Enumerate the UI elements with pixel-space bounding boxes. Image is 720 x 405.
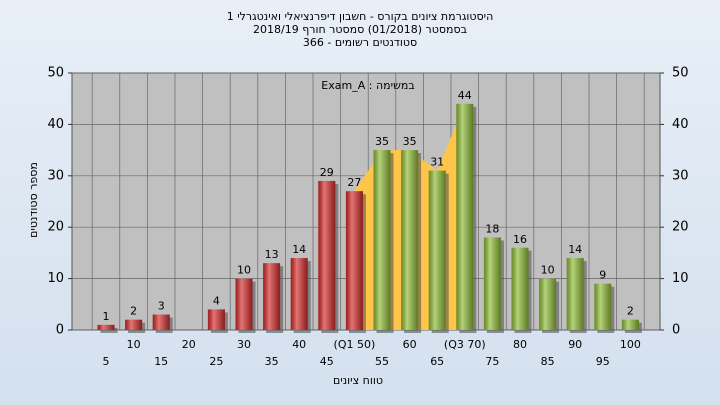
x-axis-label: טווח ציונים (333, 374, 383, 387)
x-tick-label: (Q3 70) (444, 338, 486, 351)
value-label: 10 (237, 264, 251, 277)
x-tick-label: 10 (127, 338, 141, 351)
y-tick-label: 40 (47, 117, 64, 132)
bar-shadow (100, 327, 118, 333)
value-label: 10 (541, 264, 555, 277)
y2-tick-label: 20 (672, 220, 689, 235)
x-tick-label: 35 (265, 355, 279, 368)
x-tick-label: 25 (209, 355, 223, 368)
bar-shading (97, 324, 115, 330)
x-tick-label: 60 (403, 338, 417, 351)
bar-shading (235, 278, 253, 330)
x-tick-label: 15 (154, 355, 168, 368)
bar-shading (318, 180, 336, 330)
x-tick-label: 45 (320, 355, 334, 368)
value-label: 2 (130, 305, 137, 318)
x-tick-label: 95 (596, 355, 610, 368)
x-tick-label: 30 (237, 338, 251, 351)
x-tick-label: 20 (182, 338, 196, 351)
x-tick-label: 65 (430, 355, 444, 368)
bar-shading (539, 278, 557, 330)
x-tick-label: (Q1 50) (334, 338, 376, 351)
value-label: 14 (292, 243, 306, 256)
value-label: 29 (320, 166, 334, 179)
value-label: 27 (347, 176, 361, 189)
bar-shading (511, 247, 529, 330)
chart-subtitle: סטודנטים רשומים - 366 (303, 36, 417, 49)
y2-tick-label: 10 (672, 271, 689, 286)
bar-shading (207, 309, 225, 330)
x-tick-label: 5 (103, 355, 110, 368)
y-tick-label: 50 (47, 66, 64, 81)
bar-shading (428, 170, 446, 330)
x-tick-label: 100 (620, 338, 641, 351)
y-tick-label: 0 (56, 323, 64, 338)
bar-shading (456, 103, 474, 330)
value-label: 31 (430, 156, 444, 169)
bar-shading (594, 283, 612, 330)
value-label: 44 (458, 89, 472, 102)
value-label: 13 (265, 248, 279, 261)
bar-shading (125, 319, 143, 330)
bar-shading (152, 314, 170, 330)
bar-shading (263, 263, 281, 330)
value-label: 18 (485, 222, 499, 235)
bar-shading (483, 237, 501, 330)
value-label: 3 (158, 300, 165, 313)
y2-tick-label: 30 (672, 168, 689, 183)
y-tick-label: 30 (47, 168, 64, 183)
y2-tick-label: 50 (672, 66, 689, 81)
y2-tick-label: 40 (672, 117, 689, 132)
bar-shading (621, 319, 639, 330)
x-tick-label: 40 (292, 338, 306, 351)
bar-shading (373, 150, 391, 330)
value-label: 16 (513, 233, 527, 246)
value-label: 14 (568, 243, 582, 256)
x-tick-label: 90 (568, 338, 582, 351)
y-tick-label: 20 (47, 220, 64, 235)
y-tick-label: 10 (47, 271, 64, 286)
bar-shading (345, 191, 363, 330)
bar-shading (566, 258, 584, 330)
bar-shading (401, 150, 419, 330)
value-label: 35 (375, 135, 389, 148)
x-tick-label: 85 (541, 355, 555, 368)
y2-tick-label: 0 (672, 323, 680, 338)
chart-title: היסטוגרמת ציונים בקורס - חשבון דיפרנציאל… (227, 10, 494, 23)
value-label: 1 (103, 310, 110, 323)
x-tick-label: 55 (375, 355, 389, 368)
bar-shading (290, 258, 308, 330)
value-label: 4 (213, 294, 220, 307)
value-label: 2 (627, 305, 634, 318)
chart-subtitle: בסמסטר (01/2018) סמסטר חורף 2018/19 (253, 23, 467, 36)
value-label: 35 (403, 135, 417, 148)
x-tick-label: 80 (513, 338, 527, 351)
x-tick-label: 75 (485, 355, 499, 368)
value-label: 9 (599, 269, 606, 282)
y-axis-label: מספר סטודנטים (27, 162, 40, 238)
